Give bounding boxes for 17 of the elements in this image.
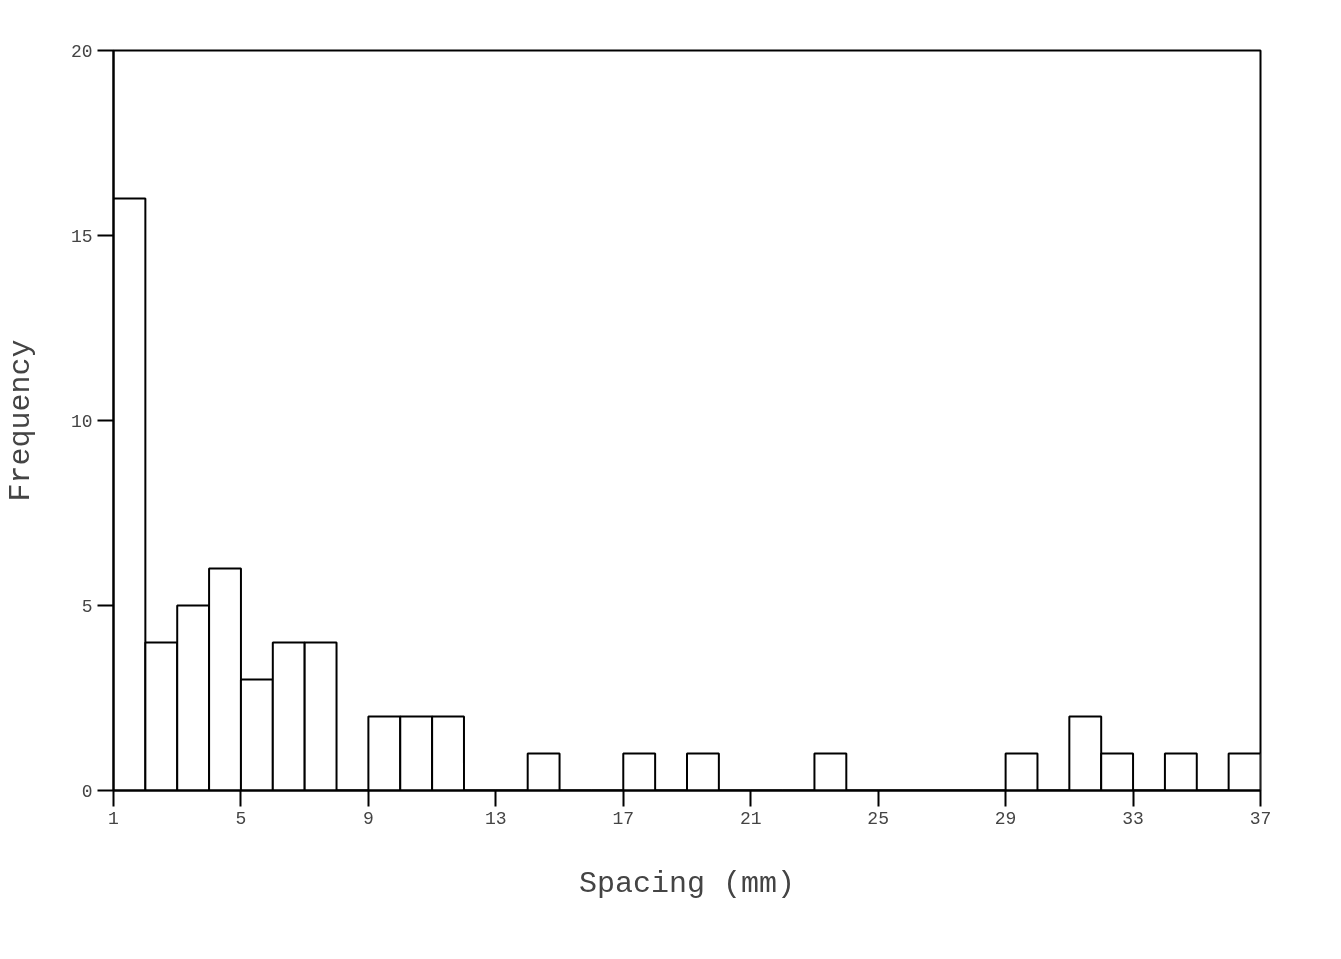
x-tick-label: 1	[108, 808, 119, 829]
x-tick-label: 33	[1122, 808, 1144, 829]
y-axis-title: Frequency	[3, 339, 38, 502]
x-tick-label: 37	[1249, 808, 1272, 829]
x-tick-label: 21	[739, 808, 762, 829]
y-tick-label: 20	[70, 41, 93, 62]
y-tick-label: 5	[81, 596, 93, 617]
x-axis-title: Spacing (mm)	[578, 866, 796, 901]
x-tick-label: 25	[867, 808, 889, 829]
x-tick-label: 9	[362, 808, 374, 829]
y-tick-label: 15	[70, 226, 93, 247]
x-tick-label: 5	[235, 808, 247, 829]
x-tick-label: 17	[612, 808, 635, 829]
x-tick-label: 29	[994, 808, 1017, 829]
x-tick-label: 13	[485, 808, 507, 829]
y-tick-label: 0	[81, 781, 93, 802]
y-tick-label: 10	[70, 411, 93, 432]
